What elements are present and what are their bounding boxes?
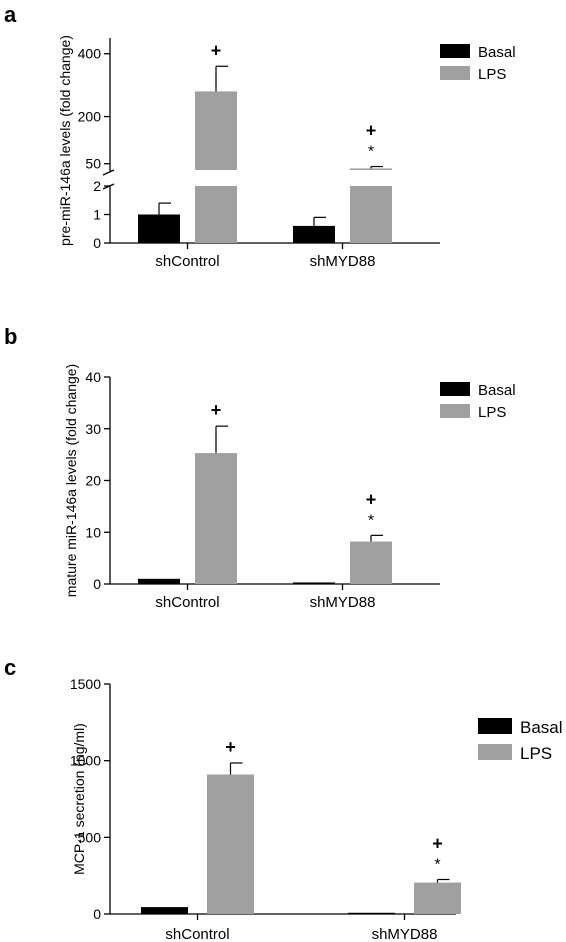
- legend-swatch-basal: [478, 718, 512, 734]
- legend-label-lps: LPS: [478, 66, 506, 83]
- y-tick-label: 40: [85, 369, 101, 385]
- panel-label: b: [4, 324, 17, 349]
- bar-lps-shmyd88: [414, 882, 461, 914]
- y-axis-label: pre-miR-146a levels (fold change): [57, 35, 73, 246]
- y-axis-label: mature miR-146a levels (fold change): [63, 364, 79, 597]
- legend-label-basal: Basal: [520, 718, 563, 737]
- x-category-label: shControl: [155, 594, 219, 611]
- legend-label-basal: Basal: [478, 382, 516, 399]
- bar-basal-shmyd88: [348, 912, 395, 915]
- legend-swatch-lps: [478, 744, 512, 760]
- x-category-label: shMYD88: [372, 926, 438, 942]
- y-axis-label: MCP-1 secretion (ng/ml): [71, 723, 87, 875]
- bar-basal-shcontrol: [141, 907, 188, 914]
- y-tick-label: 0: [93, 235, 101, 251]
- y-tick-label: 400: [78, 46, 102, 62]
- y-tick-label: 30: [85, 421, 101, 437]
- legend-label-basal: Basal: [478, 44, 516, 61]
- x-category-label: shControl: [165, 926, 229, 942]
- y-tick-label: 20: [85, 473, 101, 489]
- y-tick-label: 0: [93, 906, 101, 922]
- bar-lps-shcontrol: [207, 774, 254, 914]
- legend-swatch-basal: [440, 382, 470, 396]
- significance-plus: +: [366, 121, 377, 141]
- axis-break-mark: [102, 169, 115, 176]
- legend-swatch-basal: [440, 44, 470, 58]
- bar-basal-shmyd88: [293, 582, 335, 584]
- y-tick-label: 2: [93, 178, 101, 194]
- significance-star: *: [368, 144, 374, 161]
- chart-panel-c: c MCP-1 secretion (ng/ml) 0 500 1000 1500 + shC…: [4, 655, 563, 942]
- legend-swatch-lps: [440, 66, 470, 80]
- y-tick-label: 10: [85, 524, 101, 540]
- y-tick-label: 1: [93, 207, 101, 223]
- y-tick-label: 1500: [70, 676, 101, 692]
- significance-plus: +: [211, 400, 222, 420]
- bar-lps-shcontrol: [195, 453, 237, 584]
- y-tick-label: 0: [93, 576, 101, 592]
- y-tick-label: 50: [85, 156, 101, 172]
- significance-star: *: [368, 512, 374, 529]
- significance-plus: +: [432, 834, 443, 854]
- legend-label-lps: LPS: [478, 404, 506, 421]
- y-tick-label: 1000: [70, 753, 101, 769]
- y-tick-label: 500: [78, 829, 102, 845]
- panel-label: a: [4, 2, 17, 27]
- x-category-label: shControl: [155, 253, 219, 270]
- bar-lps-shcontrol-lower: [195, 186, 237, 243]
- legend-swatch-lps: [440, 404, 470, 418]
- bar-lps-shmyd88-lower: [350, 186, 392, 243]
- bar-basal-shcontrol: [138, 214, 180, 243]
- panel-label: c: [4, 655, 16, 680]
- significance-star: *: [434, 857, 440, 874]
- legend-label-lps: LPS: [520, 744, 552, 763]
- x-category-label: shMYD88: [310, 253, 376, 270]
- bar-lps-shcontrol: [195, 91, 237, 170]
- bar-lps-shmyd88: [350, 168, 392, 170]
- bar-basal-shmyd88: [293, 225, 335, 243]
- y-tick-label: 200: [78, 109, 102, 125]
- significance-plus: +: [211, 40, 222, 60]
- significance-plus: +: [366, 489, 377, 509]
- significance-plus: +: [225, 737, 236, 757]
- bar-lps-shmyd88: [350, 541, 392, 584]
- chart-panel-a: a pre-miR-146a levels (fold change) 0 1 2 50 2…: [4, 2, 516, 270]
- chart-panel-b: b mature miR-146a levels (fold change) 0 10…: [4, 324, 516, 611]
- bar-basal-shcontrol: [138, 578, 180, 584]
- x-category-label: shMYD88: [310, 594, 376, 611]
